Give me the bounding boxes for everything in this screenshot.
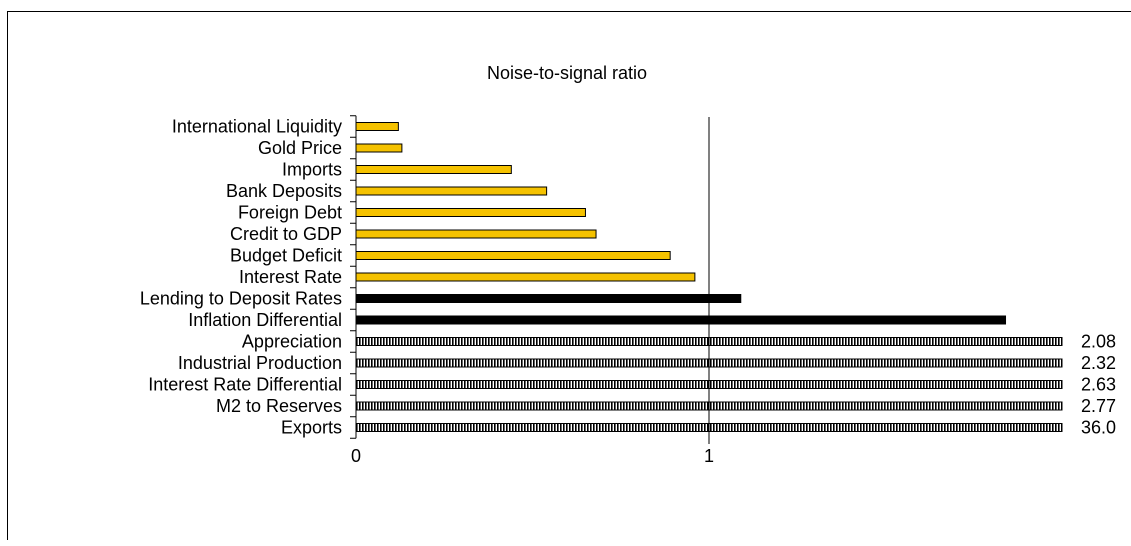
bar-lending-to-deposit-rates xyxy=(355,294,742,303)
chart-title: Noise-to-signal ratio xyxy=(487,63,647,83)
value-label-m2-to-reserves: 2.77 xyxy=(1081,396,1116,416)
bar-budget-deficit xyxy=(355,251,671,260)
bar-inflation-differential xyxy=(355,315,1007,325)
category-label-lending-to-deposit-rates: Lending to Deposit Rates xyxy=(140,289,342,309)
value-label-exports: 36.0 xyxy=(1081,418,1116,438)
category-label-bank-deposits: Bank Deposits xyxy=(226,181,342,201)
category-label-interest-rate-differential: Interest Rate Differential xyxy=(148,375,342,395)
category-label-budget-deficit: Budget Deficit xyxy=(230,246,342,266)
value-label-interest-rate-differential: 2.63 xyxy=(1081,375,1116,395)
category-label-gold-price: Gold Price xyxy=(258,138,342,158)
category-label-foreign-debt: Foreign Debt xyxy=(238,203,342,223)
category-label-imports: Imports xyxy=(282,160,342,180)
value-label-appreciation: 2.08 xyxy=(1081,332,1116,352)
category-label-m2-to-reserves: M2 to Reserves xyxy=(216,396,342,416)
x-tick-label-1: 1 xyxy=(704,446,714,466)
x-tick-label-0: 0 xyxy=(351,446,361,466)
category-label-appreciation: Appreciation xyxy=(242,332,342,352)
category-label-interest-rate: Interest Rate xyxy=(239,267,342,287)
value-label-industrial-production: 2.32 xyxy=(1081,353,1116,373)
bar-interest-rate xyxy=(355,272,696,282)
bar-gold-price xyxy=(355,143,403,153)
bar-bank-deposits xyxy=(355,186,548,196)
bar-credit-to-gdp xyxy=(355,229,597,239)
bar-international-liquidity xyxy=(355,122,399,131)
category-label-international-liquidity: International Liquidity xyxy=(172,117,342,137)
bar-imports xyxy=(355,165,512,174)
bar-foreign-debt xyxy=(355,208,586,217)
category-label-inflation-differential: Inflation Differential xyxy=(188,310,342,330)
category-label-industrial-production: Industrial Production xyxy=(178,353,342,373)
noise-to-signal-chart: Noise-to-signal ratio International Liqu… xyxy=(140,63,1116,466)
chart-frame: Noise-to-signal ratio International Liqu… xyxy=(7,11,1131,540)
category-label-exports: Exports xyxy=(281,418,342,438)
category-label-credit-to-gdp: Credit to GDP xyxy=(230,224,342,244)
